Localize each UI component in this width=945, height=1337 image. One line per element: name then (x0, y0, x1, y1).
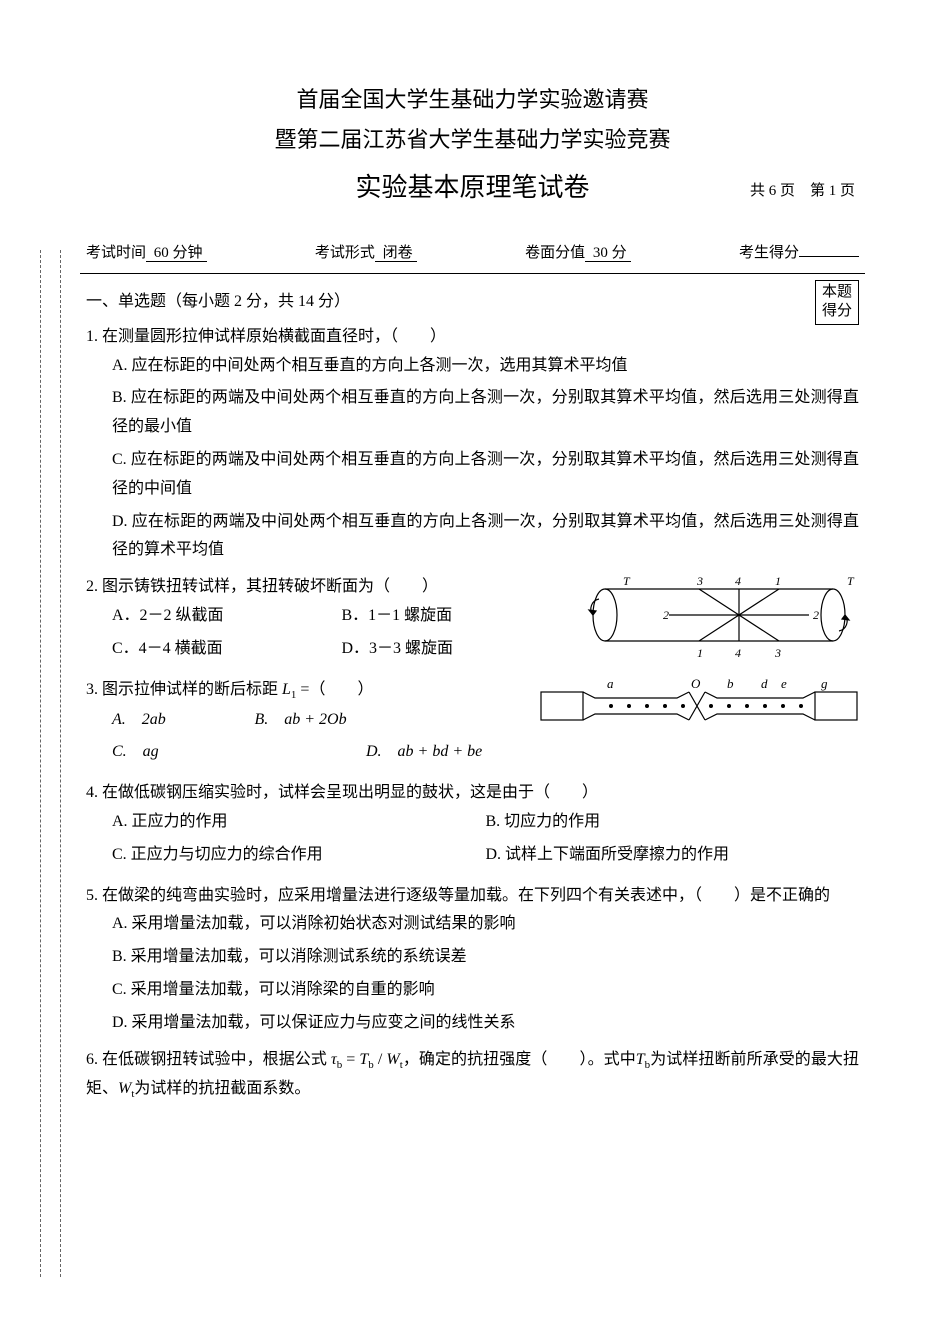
q5-opt-d: D. 采用增量法加载，可以保证应力与应变之间的线性关系 (112, 1009, 859, 1038)
q3-opt-d: D. ab + bd + be (366, 743, 482, 760)
svg-text:T: T (847, 574, 855, 588)
svg-text:e: e (781, 676, 787, 691)
meta-total-score: 卷面分值 30 分 (525, 240, 631, 267)
q5-opt-b: B. 采用增量法加载，可以消除测试系统的系统误差 (112, 943, 859, 972)
q2-figure-cylinder: T 3 4 1 T 2 2 1 4 3 (579, 569, 859, 661)
q5-opt-c: C. 采用增量法加载，可以消除梁的自重的影响 (112, 976, 859, 1005)
svg-text:4: 4 (735, 646, 741, 660)
q1-opt-c: C. 应在标距的两端及中间处两个相互垂直的方向上各测一次，分别取其算术平均值，然… (112, 446, 859, 504)
content-area: 本题 得分 一、单选题（每小题 2 分，共 14 分） 1. 在测量圆形拉伸试样… (80, 274, 865, 1105)
title-block: 首届全国大学生基础力学实验邀请赛 暨第二届江苏省大学生基础力学实验竞赛 实验基本… (80, 80, 865, 212)
q4-stem: 4. 在做低碳钢压缩实验时，试样会呈现出明显的鼓状，这是由于（ ） (86, 779, 859, 808)
q5-stem: 5. 在做梁的纯弯曲实验时，应采用增量法进行逐级等量加载。在下列四个有关表述中，… (86, 882, 859, 911)
svg-text:O: O (691, 676, 701, 691)
q2-opt-c: C．4－4 横截面 (112, 635, 342, 664)
title-line-3: 实验基本原理笔试卷 (355, 165, 589, 212)
svg-text:T: T (623, 574, 631, 588)
svg-text:2: 2 (663, 608, 669, 622)
meta-time: 考试时间 60 分钟 (86, 240, 207, 267)
q3-opt-a: A. 2ab (112, 711, 166, 728)
svg-text:b: b (727, 676, 734, 691)
svg-text:3: 3 (696, 574, 703, 588)
q4-opt-c: C. 正应力与切应力的综合作用 (112, 841, 486, 870)
svg-text:d: d (761, 676, 768, 691)
q5-opt-a: A. 采用增量法加载，可以消除初始状态对测试结果的影响 (112, 910, 859, 939)
q2-opt-d: D．3－3 螺旋面 (342, 635, 572, 664)
question-3: a O b d e g 3. 图示拉伸试样的断后标距 L1 =（ ） A. 2a… (86, 676, 859, 772)
svg-text:a: a (607, 676, 614, 691)
svg-text:3: 3 (774, 646, 781, 660)
q4-opt-b: B. 切应力的作用 (486, 808, 860, 837)
meta-form: 考试形式 闭卷 (315, 240, 417, 267)
title-line-2: 暨第二届江苏省大学生基础力学实验竞赛 (80, 120, 865, 160)
q2-opt-b: B．1－1 螺旋面 (342, 602, 572, 631)
exam-meta-row: 考试时间 60 分钟 考试形式 闭卷 卷面分值 30 分 考生得分 (80, 240, 865, 271)
section-score-box: 本题 得分 (815, 280, 859, 325)
svg-text:g: g (821, 676, 828, 691)
q1-stem: 1. 在测量圆形拉伸试样原始横截面直径时，（ ） (86, 323, 859, 352)
question-1: 1. 在测量圆形拉伸试样原始横截面直径时，（ ） A. 应在标距的中间处两个相互… (86, 323, 859, 565)
q3-opt-c: C. ag (112, 743, 159, 760)
page-number: 共 6 页 第 1 页 (750, 178, 855, 205)
q3-opt-b: B. ab + 2Ob (254, 711, 346, 728)
question-2: T 3 4 1 T 2 2 1 4 3 2. 图示铸铁扭转试样，其扭转破坏断面为… (86, 573, 859, 667)
q1-opt-b: B. 应在标距的两端及中间处两个相互垂直的方向上各测一次，分别取其算术平均值，然… (112, 384, 859, 442)
section-1-head: 一、单选题（每小题 2 分，共 14 分） (86, 288, 859, 317)
question-5: 5. 在做梁的纯弯曲实验时，应采用增量法进行逐级等量加载。在下列四个有关表述中，… (86, 882, 859, 1038)
svg-text:1: 1 (697, 646, 703, 660)
q4-opt-a: A. 正应力的作用 (112, 808, 486, 837)
q4-opt-d: D. 试样上下端面所受摩擦力的作用 (486, 841, 860, 870)
q3-figure-specimen: a O b d e g (539, 674, 859, 732)
binding-line-2 (60, 250, 61, 1277)
title-line-1: 首届全国大学生基础力学实验邀请赛 (80, 80, 865, 120)
question-4: 4. 在做低碳钢压缩实验时，试样会呈现出明显的鼓状，这是由于（ ） A. 正应力… (86, 779, 859, 873)
question-6: 6. 在低碳钢扭转试验中，根据公式 τb = Tb / Wt，确定的抗扭强度（ … (86, 1046, 859, 1106)
q2-opt-a: A．2－2 纵截面 (112, 602, 342, 631)
svg-text:1: 1 (775, 574, 781, 588)
q1-opt-a: A. 应在标距的中间处两个相互垂直的方向上各测一次，选用其算术平均值 (112, 352, 859, 381)
q6-stem: 6. 在低碳钢扭转试验中，根据公式 τb = Tb / Wt，确定的抗扭强度（ … (86, 1046, 859, 1106)
q1-opt-d: D. 应在标距的两端及中间处两个相互垂直的方向上各测一次，分别取其算术平均值，然… (112, 508, 859, 566)
binding-line-1 (40, 250, 41, 1277)
meta-cand-score: 考生得分 (739, 240, 859, 267)
svg-text:2: 2 (813, 608, 819, 622)
svg-text:4: 4 (735, 574, 741, 588)
